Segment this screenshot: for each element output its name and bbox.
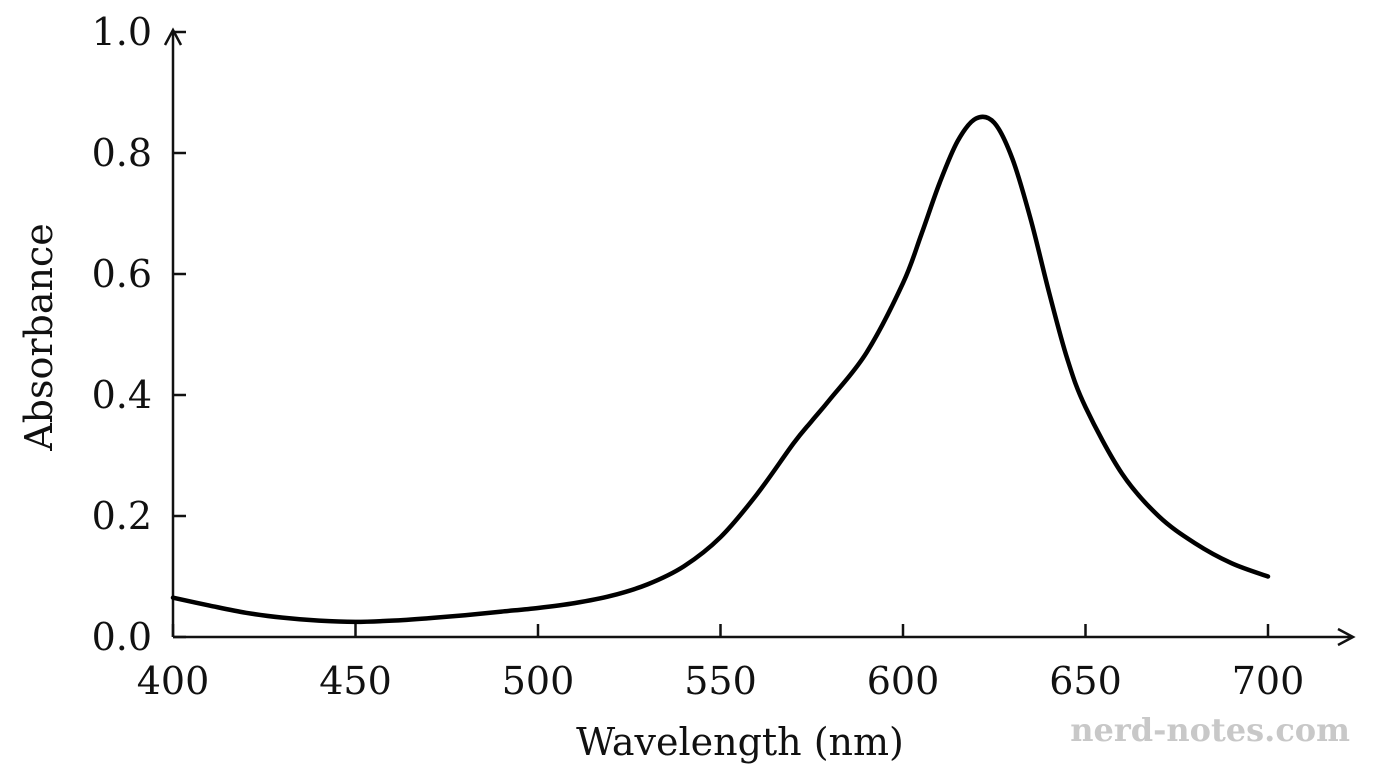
absorbance-series-line	[170, 114, 1271, 625]
x-axis-arrow	[1337, 627, 1356, 647]
x-axis-title: Wavelength (nm)	[576, 720, 904, 764]
x-tick-label: 450	[319, 659, 392, 703]
series	[170, 114, 1271, 625]
y-tick-label: 0.2	[92, 494, 152, 538]
y-tick-label: 1.0	[92, 10, 152, 54]
tick-labels: 400 450 500 550 600 650 700 0.0 0.2 0.4 0.6 0.8 1.0	[92, 10, 1305, 703]
x-tick-label: 600	[867, 659, 940, 703]
x-tick-label: 700	[1232, 659, 1305, 703]
x-tick-label: 650	[1049, 659, 1122, 703]
y-axis-title: Absorbance	[17, 223, 61, 452]
y-axis-arrow	[163, 27, 183, 46]
y-tick-label: 0.0	[92, 615, 152, 659]
ticks	[171, 30, 1270, 639]
x-tick-label: 500	[502, 659, 575, 703]
x-tick-label: 400	[137, 659, 210, 703]
axes	[163, 27, 1356, 647]
y-tick-label: 0.8	[92, 131, 152, 175]
y-tick-label: 0.4	[92, 373, 152, 417]
y-tick-label: 0.6	[92, 252, 152, 296]
watermark: nerd-notes.com	[1070, 711, 1350, 749]
x-tick-label: 550	[684, 659, 757, 703]
